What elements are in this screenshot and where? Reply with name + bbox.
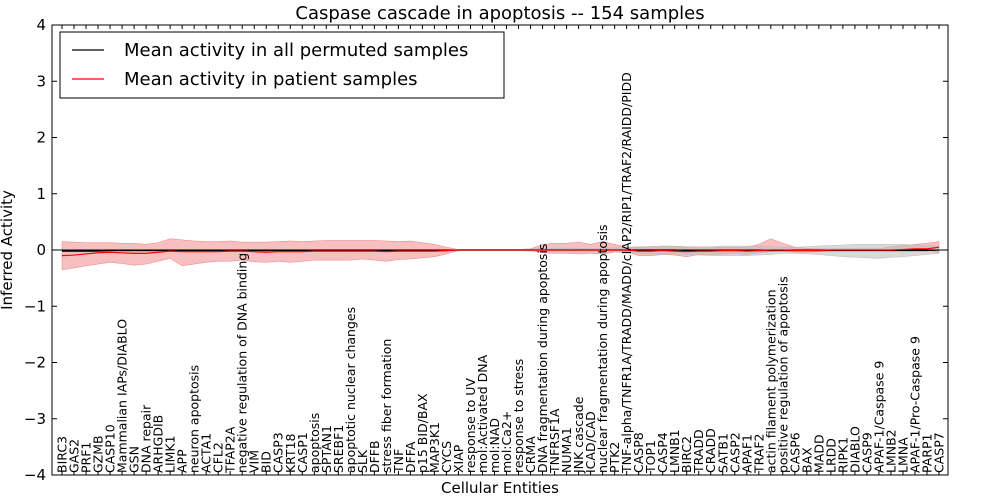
y-tick-label: 4 [36, 16, 46, 34]
x-tick-label: SLK [355, 449, 370, 473]
x-tick-label: DNA repair [139, 404, 154, 473]
x-tick-label: DIABLO [847, 426, 862, 473]
x-tick-label: CASP9 [859, 432, 874, 473]
y-tick-label: 1 [36, 185, 46, 203]
x-tick-label: BIRC2 [679, 436, 694, 473]
x-tick-label: LMNA [895, 437, 910, 473]
y-tick-label: −3 [24, 410, 46, 428]
x-tick-label: TRADD [691, 429, 706, 474]
y-axis-label: Inferred Activity [0, 190, 16, 310]
x-tick-label: p15 BID/BAX [415, 393, 430, 473]
x-tick-label: JNK cascade [571, 396, 586, 474]
x-tick-label: BID [259, 451, 274, 473]
x-tick-label: APAF-1/Caspase 9 [871, 361, 886, 473]
x-tick-label: CASP7 [932, 432, 947, 473]
x-tick-label: nuclear fragmentation during apoptosis [595, 224, 610, 473]
x-tick-label: CASP10 [103, 424, 118, 473]
legend: Mean activity in all permuted samples Mea… [59, 31, 505, 99]
legend-label: Mean activity in patient samples [124, 69, 418, 90]
x-tick-label: Mammalian IAPs/DIABLO [115, 319, 130, 473]
x-tick-label: neuron apoptosis [187, 365, 202, 473]
x-tick-label: DFFB [367, 440, 382, 473]
x-tick-label: apoptosis [307, 413, 322, 473]
x-tick-label: GSN [127, 446, 142, 473]
legend-label: Mean activity in all permuted samples [124, 40, 468, 61]
x-tick-label: CASP8 [631, 432, 646, 473]
y-tick-label: 0 [36, 241, 46, 259]
x-tick-label: stress fiber formation [379, 339, 394, 473]
x-tick-label: ACTA1 [199, 433, 214, 473]
x-tick-label: GZMB [91, 435, 106, 473]
x-tick-label: CASP1 [295, 432, 310, 473]
x-tick-label: APP [175, 449, 190, 473]
x-tick-label: positive regulation of apoptosis [775, 276, 790, 473]
x-tick-label: PARP1 [919, 434, 934, 473]
x-tick-label: response to UV [463, 378, 478, 473]
x-tick-label: BIRC3 [55, 436, 70, 473]
x-tick-label: ICAD/CAD [583, 411, 598, 473]
x-tick-label: KRT18 [283, 433, 298, 473]
x-tick-label: response to stress [511, 359, 526, 473]
x-tick-label: CASP2 [727, 432, 742, 473]
y-tick-label: −2 [24, 354, 46, 372]
x-tick-label: LMNB2 [883, 429, 898, 473]
x-tick-label: PTK2 [607, 442, 622, 473]
legend-box [59, 31, 505, 99]
x-tick-label: CASP6 [787, 432, 802, 473]
chart-title: Caspase cascade in apoptosis -- 154 samp… [295, 3, 704, 24]
x-tick-label: CASP3 [271, 432, 286, 473]
x-tick-label: CRMA [523, 436, 538, 473]
x-tick-label: TNFRSF1A [547, 408, 562, 474]
x-tick-label: VIM [247, 450, 262, 473]
x-tick-label: CFL2 [211, 442, 226, 473]
x-tick-label: DFFA [403, 441, 418, 473]
x-tick-label: MADD [811, 434, 826, 473]
x-tick-label: apoptotic nuclear changes [343, 307, 358, 473]
x-tick-label: ARHGDIB [151, 415, 166, 473]
x-tick-label: MAP3K1 [427, 422, 442, 473]
x-tick-label: NUMA1 [559, 427, 574, 473]
x-tick-label: SPTAN1 [319, 425, 334, 473]
x-tick-label: LIMK1 [163, 435, 178, 473]
x-axis-label: Cellular Entities [441, 479, 559, 497]
x-tick-label: CYCS [439, 441, 454, 473]
x-tick-label: APAF1 [739, 434, 754, 473]
y-tick-label: −4 [24, 466, 46, 484]
x-tick-label: BAX [799, 447, 814, 473]
x-tick-label: XIAP [451, 444, 466, 473]
x-tick-label: SREBF1 [331, 425, 346, 473]
x-tick-label: LRDD [823, 438, 838, 473]
x-tick-label: negative regulation of DNA binding [235, 253, 250, 473]
x-tick-label: mol:NAD [487, 418, 502, 473]
x-tick-label: CASP4 [655, 432, 670, 473]
x-tick-label: APAF-1/Pro-Caspase 9 [907, 336, 922, 473]
x-tick-label: TOP1 [643, 440, 658, 474]
x-tick-label: GAS2 [67, 439, 82, 473]
y-tick-label: 3 [36, 72, 46, 90]
x-tick-label: mol:Ca2+ [499, 411, 514, 473]
x-tick-label: mol:Activated DNA [475, 354, 490, 473]
x-tick-label: TNF-alpha/TNFR1A/TRADD/MADD/cIAP2/RIP1/T… [619, 72, 634, 474]
x-tick-label: TFAP2A [223, 426, 238, 474]
x-tick-label: LMNB1 [667, 429, 682, 473]
x-tick-label: CRADD [703, 428, 718, 473]
x-tick-label: PRF1 [79, 442, 94, 473]
plot-area: −4 −3 −2 −1 0 1 2 3 4 BIRC3GAS2PRF1GZMBCASP10Mamm… [24, 16, 949, 484]
series-line-patient [61, 246, 940, 257]
y-tick-label: −1 [24, 297, 46, 315]
x-tick-label: DNA fragmentation during apoptosis [535, 244, 550, 473]
x-tick-label: TRAF2 [751, 433, 766, 474]
x-tick-label: SATB1 [715, 433, 730, 473]
x-tick-label: TNF [391, 449, 406, 474]
x-tick-label: RIPK1 [835, 437, 850, 473]
y-tick-label: 2 [36, 129, 46, 147]
x-tick-label: actin filament polymerization [763, 289, 778, 473]
